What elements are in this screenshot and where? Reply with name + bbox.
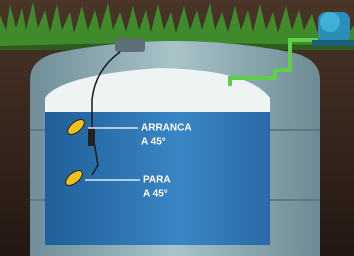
illustration: ARRANCA A 45° PARA A 45° — [0, 0, 354, 256]
tank-lid — [115, 38, 145, 52]
label: ARRANCA — [141, 123, 192, 134]
weight — [88, 128, 95, 146]
label: PARA — [143, 175, 171, 186]
label: A 45° — [141, 137, 166, 148]
page: ARRANCA A 45° PARA A 45° (() => { const … — [0, 0, 354, 256]
label: A 45° — [143, 189, 168, 200]
